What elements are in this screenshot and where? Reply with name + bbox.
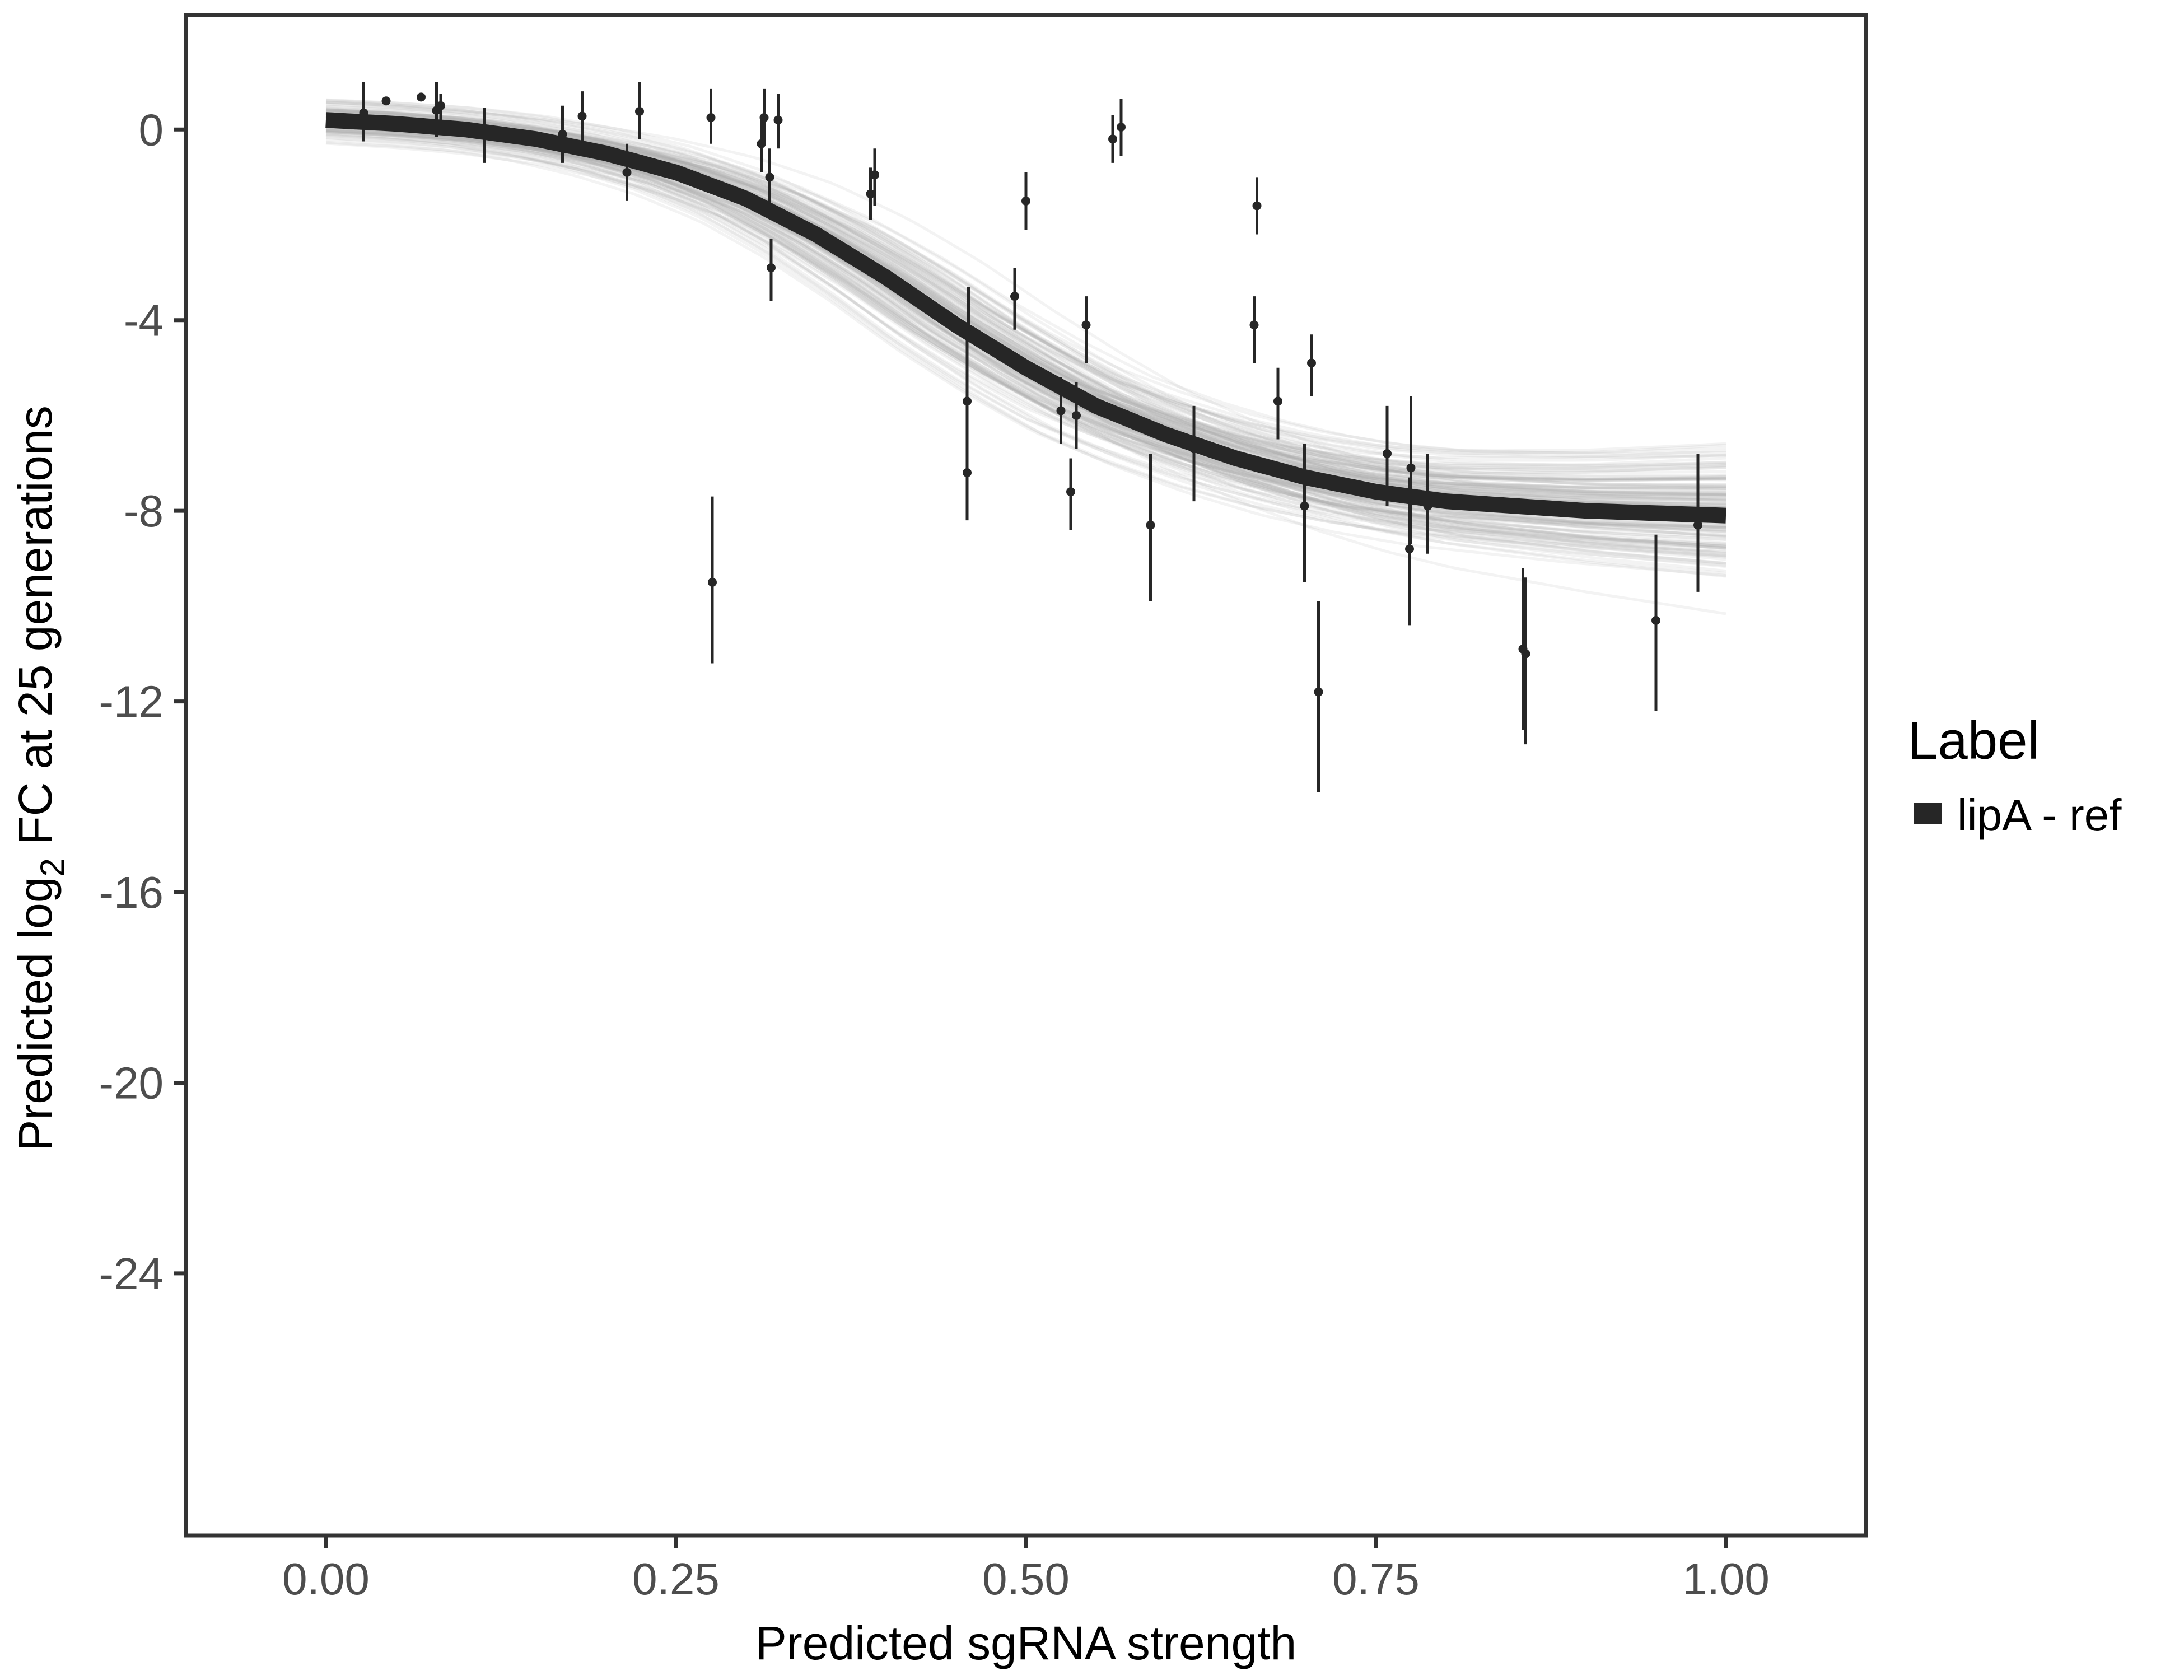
data-point	[436, 101, 445, 110]
y-axis-title-prefix: Predicted log	[9, 876, 62, 1151]
band-curve	[325, 125, 1726, 529]
data-point	[1314, 687, 1323, 697]
data-point	[1300, 501, 1309, 511]
data-point	[577, 111, 587, 121]
data-point	[1072, 410, 1081, 420]
data-point	[1273, 396, 1282, 406]
data-point	[706, 113, 716, 122]
band-curve	[325, 136, 1726, 529]
x-tick-label: 1.00	[1682, 1554, 1770, 1604]
data-point	[964, 330, 973, 339]
y-tick-label: -20	[99, 1058, 164, 1108]
data-point	[963, 396, 972, 406]
data-point	[1406, 463, 1416, 473]
band-curve	[325, 127, 1726, 539]
band-curve	[325, 133, 1726, 557]
data-point	[622, 167, 632, 177]
data-point	[635, 106, 644, 116]
data-point	[1081, 320, 1091, 330]
band-curve	[325, 125, 1726, 498]
band-curve	[325, 133, 1726, 550]
band-curve	[325, 99, 1726, 455]
data-point	[1693, 520, 1702, 530]
data-point	[870, 170, 879, 180]
band-curve	[325, 125, 1726, 501]
data-point	[1108, 134, 1117, 144]
fit-curve-lipa-ref	[325, 112, 1726, 524]
data-point	[1521, 649, 1530, 659]
band-curve	[325, 136, 1726, 528]
band-curve	[325, 138, 1726, 553]
data-point	[359, 108, 368, 118]
band-curve	[325, 123, 1726, 567]
legend-label-lipa-ref: lipA - ref	[1957, 790, 2122, 840]
data-points	[359, 82, 1702, 792]
data-point	[765, 172, 774, 182]
band-curve	[325, 105, 1726, 502]
data-point	[479, 127, 489, 137]
data-point	[963, 468, 972, 478]
band-curve	[325, 129, 1726, 529]
y-tick-label: -12	[99, 677, 164, 727]
band-curve	[325, 105, 1726, 460]
data-point	[767, 263, 776, 273]
data-point	[759, 113, 769, 122]
data-point	[1117, 123, 1126, 132]
data-point	[1651, 615, 1660, 625]
y-tick-label: 0	[139, 105, 164, 155]
data-point	[1249, 320, 1259, 330]
x-tick-label: 0.75	[1332, 1554, 1420, 1604]
data-point	[1056, 406, 1066, 416]
x-axis-title: Predicted sgRNA strength	[755, 1617, 1297, 1669]
band-curve	[325, 132, 1726, 532]
band-curve	[325, 100, 1726, 510]
data-point	[1252, 201, 1262, 211]
x-axis: 0.00 0.25 0.50 0.75 1.00	[282, 1536, 1770, 1604]
data-point	[1146, 520, 1155, 530]
y-tick-label: -8	[124, 486, 164, 536]
data-point	[381, 96, 391, 106]
legend-title: Label	[1908, 711, 2040, 771]
data-point	[1423, 501, 1432, 511]
band-curve	[325, 98, 1726, 458]
band-curve	[325, 125, 1726, 548]
y-axis-title-subscript: 2	[34, 858, 71, 876]
band-curve	[325, 124, 1726, 529]
data-point	[1405, 544, 1414, 554]
data-point	[417, 92, 426, 102]
y-axis-title: Predicted log2 FC at 25 generations	[9, 405, 71, 1151]
data-point	[1383, 449, 1392, 459]
data-point	[708, 577, 717, 587]
data-point	[866, 189, 875, 199]
x-tick-label: 0.25	[632, 1554, 720, 1604]
data-point	[773, 115, 783, 125]
y-tick-label: -16	[99, 867, 164, 917]
band-curve	[325, 123, 1726, 541]
legend: Label lipA - ref	[1908, 711, 2122, 840]
band-curve	[325, 127, 1726, 548]
band-curve	[325, 123, 1726, 575]
band-curve	[325, 130, 1726, 529]
band-curve	[325, 100, 1726, 490]
data-point	[1189, 444, 1198, 454]
fit-curve-layer	[325, 112, 1726, 524]
y-axis-title-suffix: FC at 25 generations	[9, 405, 62, 858]
y-tick-label: -4	[124, 296, 164, 346]
data-point	[1307, 358, 1316, 368]
band-curve	[325, 142, 1726, 545]
x-tick-label: 0.00	[282, 1554, 370, 1604]
legend-key-lipa-ref	[1914, 803, 1942, 824]
y-axis: 0 -4 -8 -12 -16 -20 -24	[99, 105, 186, 1299]
data-point	[1010, 292, 1019, 301]
data-point	[1021, 196, 1030, 206]
band-curve	[325, 122, 1726, 500]
data-point	[558, 129, 567, 139]
data-point	[1066, 487, 1075, 497]
y-tick-label: -24	[99, 1249, 164, 1299]
x-tick-label: 0.50	[982, 1554, 1070, 1604]
band-curve	[325, 131, 1726, 577]
